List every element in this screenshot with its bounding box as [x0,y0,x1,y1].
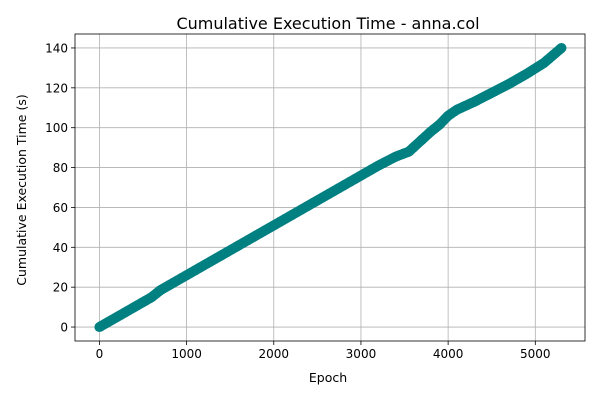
y-tick-label: 20 [53,281,68,295]
data-layer [94,42,567,333]
y-tick-label: 40 [53,241,68,255]
x-tick-label: 3000 [346,347,377,361]
y-tick-label: 100 [45,121,68,135]
y-tick-label: 80 [53,161,68,175]
y-tick-label: 120 [45,81,68,95]
axis-ticks: 0 1000 2000 3000 4000 5000 0 20 40 60 80 100 120 140 [45,41,550,361]
chart-title: Cumulative Execution Time - anna.col [176,14,479,33]
data-point [556,42,567,53]
y-tick-label: 140 [45,41,68,55]
x-tick-label: 2000 [258,347,289,361]
x-axis-label: Epoch [309,370,347,385]
y-axis-label: Cumulative Execution Time (s) [14,94,29,285]
x-tick-label: 0 [96,347,104,361]
x-tick-label: 1000 [171,347,202,361]
x-tick-label: 4000 [433,347,464,361]
y-tick-label: 0 [60,321,68,335]
y-tick-label: 60 [53,201,68,215]
plot-frame [74,33,586,342]
x-tick-label: 5000 [520,347,551,361]
grid-lines [75,34,585,341]
